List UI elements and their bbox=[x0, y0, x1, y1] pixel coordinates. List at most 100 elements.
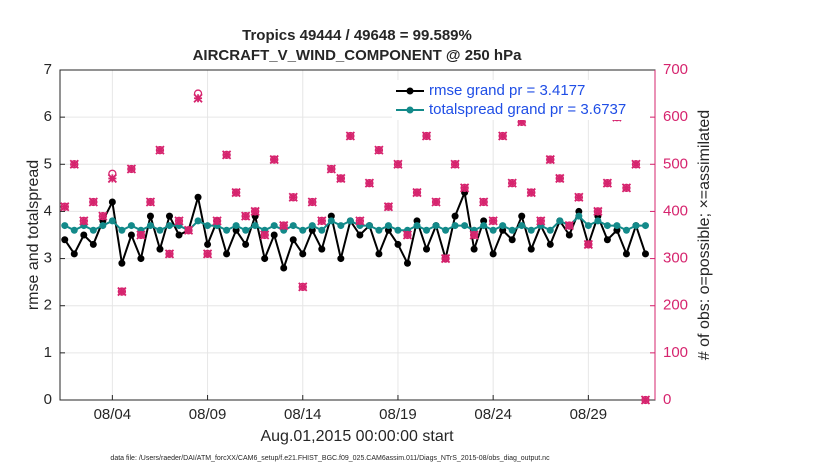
series-marker bbox=[280, 264, 288, 272]
series-marker bbox=[165, 212, 173, 220]
footnote: data file: /Users/raeder/DAI/ATM_forcXX/… bbox=[110, 455, 550, 462]
legend-marker bbox=[406, 106, 414, 114]
series-marker bbox=[546, 240, 554, 248]
assimilated-marker bbox=[640, 395, 651, 405]
assimilated-marker bbox=[126, 164, 137, 174]
series-marker bbox=[632, 222, 640, 230]
x-tick-label: 08/19 bbox=[379, 406, 417, 423]
assimilated-marker bbox=[107, 173, 117, 184]
assimilated-marker bbox=[593, 206, 603, 217]
assimilated-marker bbox=[260, 230, 270, 240]
assimilated-marker bbox=[402, 230, 413, 240]
series-marker bbox=[70, 250, 78, 258]
series-marker bbox=[204, 240, 212, 248]
series-marker bbox=[489, 250, 497, 258]
assimilated-marker bbox=[231, 187, 241, 198]
series-marker bbox=[413, 222, 421, 230]
legend-label: totalspread grand pr = 3.6737 bbox=[429, 101, 626, 118]
series-marker bbox=[137, 255, 145, 263]
series-marker bbox=[156, 226, 164, 234]
series-marker bbox=[575, 212, 583, 220]
series-marker bbox=[194, 193, 202, 201]
assimilated-marker bbox=[469, 230, 479, 240]
y2-tick-label: 500 bbox=[663, 155, 688, 172]
assimilated-marker bbox=[431, 197, 441, 207]
series-marker bbox=[118, 226, 126, 234]
assimilated-marker bbox=[279, 220, 289, 231]
assimilated-marker bbox=[574, 192, 584, 202]
series-marker bbox=[70, 226, 78, 234]
series-marker bbox=[99, 222, 107, 230]
assimilated-marker bbox=[526, 187, 536, 198]
series-marker bbox=[365, 222, 373, 230]
assimilated-marker bbox=[193, 93, 203, 103]
series-marker bbox=[527, 226, 535, 234]
series-marker bbox=[489, 226, 497, 234]
assimilated-marker bbox=[412, 187, 422, 198]
assimilated-marker bbox=[545, 154, 555, 165]
series-marker bbox=[584, 222, 592, 230]
series-marker bbox=[622, 226, 630, 234]
assimilated-marker bbox=[88, 197, 98, 207]
assimilated-marker bbox=[288, 192, 298, 202]
series-marker bbox=[89, 226, 97, 234]
legend-marker bbox=[406, 87, 414, 95]
series-marker bbox=[270, 222, 278, 230]
x-tick-label: 08/29 bbox=[570, 406, 608, 423]
assimilated-marker bbox=[602, 178, 613, 188]
assimilated-marker bbox=[117, 286, 127, 297]
series-marker bbox=[242, 226, 250, 234]
y2-tick-label: 200 bbox=[663, 297, 688, 314]
legend-label: rmse grand pr = 3.4177 bbox=[429, 82, 585, 99]
x-axis-label: Aug.01,2015 00:00:00 start bbox=[260, 428, 454, 445]
series-marker bbox=[327, 217, 335, 225]
y2-tick-label: 100 bbox=[663, 344, 688, 361]
series-marker bbox=[403, 259, 411, 267]
series-marker bbox=[127, 231, 135, 239]
series-marker bbox=[565, 231, 573, 239]
y-tick-label: 7 bbox=[44, 61, 52, 78]
y-tick-label: 6 bbox=[44, 108, 52, 125]
series-marker bbox=[346, 217, 354, 225]
assimilated-marker bbox=[440, 253, 451, 264]
assimilated-marker bbox=[298, 282, 308, 292]
assimilated-marker bbox=[421, 131, 432, 141]
series-marker bbox=[127, 222, 135, 230]
chart-subtitle: AIRCRAFT_V_WIND_COMPONENT @ 250 hPa bbox=[193, 47, 523, 64]
assimilated-marker bbox=[317, 216, 327, 226]
series-marker bbox=[527, 245, 535, 253]
assimilated-marker bbox=[383, 202, 394, 212]
series-marker bbox=[508, 236, 516, 244]
y-axis-label: rmse and totalspread bbox=[25, 160, 42, 310]
series-marker bbox=[356, 231, 364, 239]
series-marker bbox=[308, 222, 316, 230]
assimilated-marker bbox=[326, 164, 336, 174]
series-marker bbox=[375, 226, 383, 234]
series-marker bbox=[204, 222, 212, 230]
x-tick-label: 08/14 bbox=[284, 406, 322, 423]
assimilated-marker bbox=[241, 211, 251, 221]
assimilated-marker bbox=[69, 159, 79, 169]
series-marker bbox=[146, 212, 154, 220]
series-marker bbox=[470, 245, 478, 253]
y2-tick-label: 0 bbox=[663, 391, 671, 408]
y2-tick-label: 400 bbox=[663, 202, 688, 219]
series-marker bbox=[242, 240, 250, 248]
series-marker bbox=[318, 226, 326, 234]
series-marker bbox=[423, 245, 431, 253]
assimilated-marker bbox=[488, 216, 498, 226]
series-marker bbox=[223, 250, 231, 258]
series-marker bbox=[289, 236, 297, 244]
series-marker bbox=[451, 212, 459, 220]
assimilated-marker bbox=[355, 216, 365, 226]
assimilated-marker bbox=[536, 216, 546, 226]
series-marker bbox=[61, 236, 69, 244]
series-marker bbox=[89, 240, 97, 248]
series-marker bbox=[546, 226, 554, 234]
series-marker bbox=[641, 250, 649, 258]
series-marker bbox=[118, 259, 126, 267]
series-marker bbox=[156, 245, 164, 253]
assimilated-marker bbox=[221, 150, 232, 160]
assimilated-marker bbox=[212, 216, 222, 226]
